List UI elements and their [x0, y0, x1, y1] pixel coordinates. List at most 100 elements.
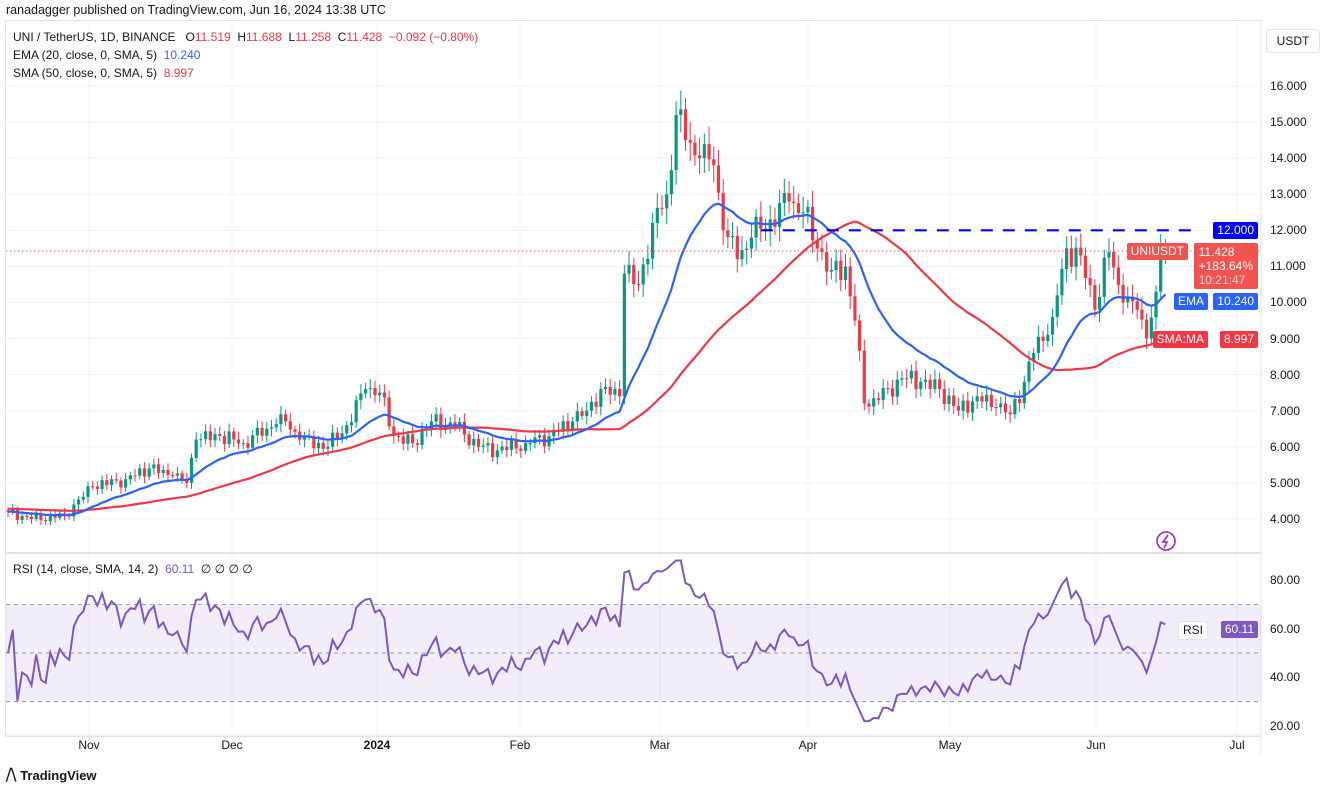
candle-body	[829, 270, 833, 272]
time-tick: Mar	[649, 738, 671, 752]
candle-body	[175, 473, 179, 476]
candle-body	[363, 389, 368, 394]
candle-body	[768, 219, 772, 232]
candle-body	[119, 480, 123, 488]
candle-body	[189, 457, 194, 483]
candle-body	[340, 433, 344, 439]
candle-body	[1116, 267, 1120, 285]
price-tick: 4.000	[1270, 511, 1301, 526]
candle-body	[152, 464, 156, 469]
ema-legend[interactable]: EMA (20, close, 0, SMA, 5) 10.240	[13, 48, 200, 62]
candle-body	[801, 212, 805, 214]
price-tick: 7.000	[1270, 403, 1301, 418]
candle-body	[867, 403, 871, 407]
candle-body	[453, 422, 457, 426]
candle-body	[1008, 412, 1012, 415]
candle-body	[1107, 251, 1111, 258]
candle-body	[523, 443, 528, 451]
candle-body	[834, 260, 838, 271]
candle-body	[76, 499, 81, 505]
price-tick: 10.000	[1270, 295, 1307, 310]
candle-body	[359, 393, 363, 401]
candle-body	[843, 266, 848, 281]
candle-body	[274, 424, 278, 428]
price-tick: 13.000	[1270, 187, 1307, 202]
candle-body	[669, 170, 674, 195]
candle-body	[1097, 296, 1102, 310]
candle-body	[434, 414, 438, 422]
symbol-name[interactable]: UNI / TetherUS, 1D, BINANCE	[13, 30, 176, 44]
price-tick: 14.000	[1270, 151, 1307, 166]
rsi-legend[interactable]: RSI (14, close, SMA, 14, 2) 60.11 ∅ ∅ ∅ …	[13, 562, 253, 576]
candle-body	[420, 429, 424, 445]
candle-body	[895, 379, 899, 397]
candle-body	[589, 401, 594, 411]
price-tick: 9.000	[1270, 331, 1301, 346]
candle-body	[683, 109, 688, 141]
candle-body	[970, 401, 975, 413]
high-label: H	[237, 30, 247, 44]
candle-body	[627, 264, 631, 274]
price-tick: 15.000	[1270, 115, 1307, 130]
price-tick: 12.000	[1270, 223, 1307, 238]
candle-body	[952, 395, 956, 407]
candle-body	[514, 440, 518, 449]
candle-body	[806, 206, 810, 213]
rsi-extra: ∅ ∅ ∅ ∅	[200, 562, 253, 576]
rsi-tick: 20.00	[1270, 718, 1301, 733]
candle-body	[128, 475, 132, 480]
candle-body	[933, 379, 937, 389]
candle-body	[373, 388, 377, 396]
candle-body	[754, 216, 758, 238]
candle-body	[1079, 247, 1083, 256]
symbol-legend: UNI / TetherUS, 1D, BINANCE O11.519 H11.…	[13, 30, 478, 44]
candle-body	[227, 431, 231, 444]
tradingview-logo[interactable]: ⧸⧹ TradingView	[6, 767, 97, 784]
candle-body	[48, 514, 52, 522]
candle-body	[735, 235, 739, 260]
candle-body	[1060, 268, 1064, 296]
candle-body	[646, 258, 650, 265]
candle-body	[39, 513, 43, 521]
candle-body	[349, 422, 354, 426]
candle-body	[1112, 251, 1116, 268]
lightning-icon	[1156, 531, 1176, 551]
candle-body	[622, 273, 626, 397]
candle-body	[876, 398, 881, 400]
change-value: −0.092 (−0.80%)	[388, 30, 479, 44]
candle-body	[505, 446, 509, 450]
candle-body	[679, 109, 683, 115]
candle-body	[293, 429, 297, 432]
candle-body	[401, 436, 405, 444]
candle-body	[1046, 334, 1050, 342]
open-label: O	[185, 30, 195, 44]
candle-body	[693, 142, 697, 156]
price-tick: 16.000	[1270, 79, 1307, 93]
candle-body	[204, 431, 208, 440]
brand-name: TradingView	[20, 768, 97, 783]
candle-body	[712, 159, 716, 166]
last-price: 11.428	[1198, 245, 1235, 259]
candle-body	[467, 434, 471, 446]
candle-body	[740, 250, 744, 260]
candle-body	[100, 480, 104, 490]
tv-logo-icon: ⧸⧹	[6, 767, 17, 784]
candle-body	[194, 439, 198, 458]
candle-body	[749, 237, 753, 249]
candle-body	[411, 434, 415, 444]
time-tick: Apr	[798, 738, 818, 752]
candle-body	[1036, 336, 1040, 353]
price-tick: 6.000	[1270, 439, 1301, 454]
candle-body	[853, 296, 857, 321]
candle-body	[914, 370, 918, 389]
candle-body	[255, 427, 259, 436]
sma-legend[interactable]: SMA (50, close, 0, SMA, 5) 8.997	[13, 66, 194, 80]
candle-body	[232, 431, 236, 440]
candle-body	[105, 480, 109, 485]
rsi-tick: 40.00	[1270, 670, 1301, 685]
currency-button[interactable]: USDT	[1266, 29, 1320, 53]
last-price-tag: 11.428 +183.64% 10:21:47	[1193, 243, 1258, 289]
candle-body	[810, 206, 815, 241]
candle-body	[316, 442, 321, 449]
